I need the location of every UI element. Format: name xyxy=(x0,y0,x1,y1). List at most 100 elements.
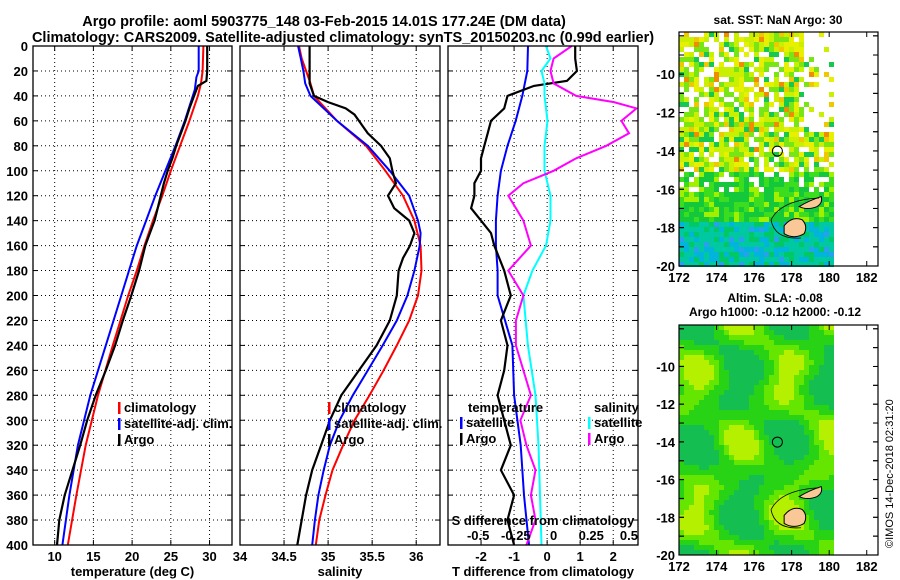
map-cell xyxy=(764,525,769,530)
map-cell xyxy=(784,237,789,242)
map-cell xyxy=(759,112,764,117)
map-cell xyxy=(754,505,759,510)
map-cell xyxy=(739,157,744,162)
map-cell xyxy=(829,335,834,340)
map-cell xyxy=(824,222,829,227)
map-cell xyxy=(749,440,754,445)
map-cell xyxy=(819,345,824,350)
x-tick-label: 2 xyxy=(610,549,617,564)
map-cell xyxy=(829,242,834,247)
map-cell xyxy=(734,400,739,405)
map-cell xyxy=(704,425,709,430)
map-cell xyxy=(724,217,729,222)
map-cell xyxy=(779,257,784,262)
map-cell xyxy=(734,257,739,262)
map-cell xyxy=(774,460,779,465)
map-cell xyxy=(689,455,694,460)
map-cell xyxy=(694,465,699,470)
legend-swatch xyxy=(328,418,331,430)
map-cell xyxy=(814,480,819,485)
map-cell xyxy=(759,330,764,335)
map-cell xyxy=(789,445,794,450)
map-cell xyxy=(819,470,824,475)
map-cell xyxy=(819,242,824,247)
map-cell xyxy=(679,425,684,430)
map-cell xyxy=(724,325,729,330)
map-cell xyxy=(809,425,814,430)
map-cell xyxy=(734,107,739,112)
map-cell xyxy=(689,122,694,127)
map-cell xyxy=(714,480,719,485)
map-cell xyxy=(724,87,729,92)
map-cell xyxy=(784,340,789,345)
map-cell xyxy=(769,440,774,445)
map-cell xyxy=(719,455,724,460)
map-cell xyxy=(689,192,694,197)
map-cell xyxy=(814,530,819,535)
map-cell xyxy=(794,450,799,455)
map-cell xyxy=(729,340,734,345)
map-cell xyxy=(769,202,774,207)
map-cell xyxy=(779,525,784,530)
map-cell xyxy=(739,510,744,515)
map-cell xyxy=(699,475,704,480)
map-cell xyxy=(729,510,734,515)
map-cell xyxy=(739,375,744,380)
map-cell xyxy=(694,410,699,415)
map-cell xyxy=(794,535,799,540)
map-cell xyxy=(689,520,694,525)
map-cell xyxy=(714,227,719,232)
map-cell xyxy=(809,257,814,262)
map-cell xyxy=(699,202,704,207)
map-cell xyxy=(714,177,719,182)
map-cell xyxy=(679,177,684,182)
map-cell xyxy=(769,430,774,435)
s-tick-label: -0.25 xyxy=(501,528,531,543)
map-cell xyxy=(704,385,709,390)
map-cell xyxy=(759,415,764,420)
map-cell xyxy=(694,530,699,535)
map-cell xyxy=(684,405,689,410)
map-cell xyxy=(804,545,809,550)
map-cell xyxy=(714,425,719,430)
map-cell xyxy=(684,192,689,197)
map-cell xyxy=(744,217,749,222)
map-cell xyxy=(784,550,789,555)
map-cell xyxy=(794,172,799,177)
map-cell xyxy=(789,365,794,370)
map-cell xyxy=(744,117,749,122)
map-cell xyxy=(779,242,784,247)
map-cell xyxy=(789,420,794,425)
map-cell xyxy=(709,97,714,102)
map-cell xyxy=(694,540,699,545)
map-cell xyxy=(814,212,819,217)
map-cell xyxy=(709,222,714,227)
map-cell xyxy=(694,430,699,435)
map-cell xyxy=(789,37,794,42)
map-cell xyxy=(744,102,749,107)
map-cell xyxy=(784,212,789,217)
map-cell xyxy=(679,67,684,72)
map-cell xyxy=(754,375,759,380)
map-cell xyxy=(709,485,714,490)
x-tick-label: 25 xyxy=(164,549,178,564)
map-cell xyxy=(754,440,759,445)
map-cell xyxy=(704,122,709,127)
map-cell xyxy=(719,147,724,152)
map-cell xyxy=(774,77,779,82)
map-cell xyxy=(764,330,769,335)
map-cell xyxy=(724,510,729,515)
map-cell xyxy=(734,455,739,460)
map-cell xyxy=(779,157,784,162)
map-cell xyxy=(704,82,709,87)
map-cell xyxy=(794,385,799,390)
map-cell xyxy=(754,365,759,370)
map-cell xyxy=(714,485,719,490)
map-cell xyxy=(694,425,699,430)
map-cell xyxy=(779,390,784,395)
map-cell xyxy=(694,62,699,67)
map-cell xyxy=(779,410,784,415)
map-cell xyxy=(749,385,754,390)
map-cell xyxy=(764,127,769,132)
map-cell xyxy=(799,262,804,267)
